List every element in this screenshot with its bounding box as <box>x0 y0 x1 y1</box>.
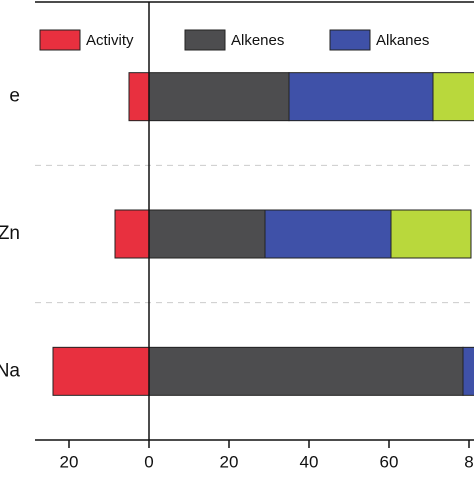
legend-swatch <box>184 29 226 51</box>
bar-segment <box>114 209 150 259</box>
bar-segment <box>148 346 464 396</box>
legend-label: Alkenes <box>231 32 284 49</box>
bar-segment <box>432 72 474 122</box>
x-tick-label: 0 <box>144 452 153 471</box>
bar-segment <box>462 346 474 396</box>
x-tick-label: 20 <box>60 452 79 471</box>
bar-segment <box>52 346 150 396</box>
bar-segment <box>390 209 472 259</box>
bar-segment <box>148 209 266 259</box>
bar-segment <box>264 209 392 259</box>
x-tick-label: 60 <box>380 452 399 471</box>
legend-swatch <box>39 29 81 51</box>
legend-swatch <box>329 29 371 51</box>
y-tick-label: Zn <box>0 223 20 244</box>
bar-segment <box>148 72 290 122</box>
bar-segment <box>288 72 434 122</box>
x-tick-label: 20 <box>220 452 239 471</box>
bar-segment <box>128 72 150 122</box>
x-tick-label: 8 <box>464 452 473 471</box>
legend-label: Alkanes <box>376 32 429 49</box>
legend-label: Activity <box>86 32 134 49</box>
y-tick-label: e <box>9 86 20 107</box>
x-tick-label: 40 <box>300 452 319 471</box>
y-tick-label: Na <box>0 360 20 381</box>
